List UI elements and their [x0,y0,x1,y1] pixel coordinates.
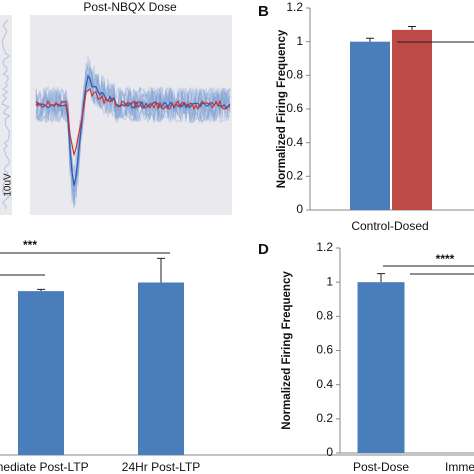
y-tick-label: 1.2 [316,240,333,254]
trace-title: Post-NBQX Dose [83,0,177,14]
traces [1,19,231,210]
mean-trace-red [35,87,231,157]
bar [18,291,64,455]
x-tick-label: mediate Post-LTP [0,460,89,474]
x-tick-label: Imme [445,460,474,474]
scale-label: 10uV [3,173,14,197]
y-tick-label: 0 [296,202,303,216]
trace-panel-strip [0,15,12,215]
x-tick-label: 24Hr Post-LTP [122,460,200,474]
y-tick-label: 0.6 [316,343,333,357]
panel-letter: B [258,3,269,20]
significance-label: *** [23,238,37,252]
significance-label: **** [436,252,455,266]
x-tick-label: Post-Dose [353,460,409,474]
y-tick-label: 0.2 [286,169,303,183]
error-bar [377,273,385,283]
bar [392,29,432,211]
y-tick-label: 1.2 [286,0,303,14]
error-bar [157,257,165,283]
y-tick-label: 1 [296,34,303,48]
trace [35,76,231,193]
y-tick-label: 0.4 [316,377,333,391]
mean-trace [35,74,231,186]
y-tick-label: 0.6 [286,101,303,115]
y-tick-label: 0 [326,445,333,459]
trace [35,56,231,198]
bar [350,41,390,210]
y-tick-label: 0.4 [286,135,303,149]
panel-letter: D [258,241,269,258]
trace-panel [30,15,232,215]
bar [357,282,405,453]
trace [1,19,11,210]
y-axis-label: Normalized Firing Frequency [281,271,293,430]
y-tick-label: 1 [326,274,333,288]
x-tick-label: Control-Dosed [351,219,428,233]
y-tick-label: 0.8 [286,68,303,82]
y-tick-label: 0.8 [316,309,333,323]
y-tick-label: 0.2 [316,411,333,425]
error-bar [366,37,374,42]
trace [35,69,231,193]
error-bar [37,288,45,292]
trace [35,72,231,203]
y-axis-label: Normalized Firing Frequency [276,29,288,188]
bar [138,282,184,455]
error-bar [408,26,416,30]
